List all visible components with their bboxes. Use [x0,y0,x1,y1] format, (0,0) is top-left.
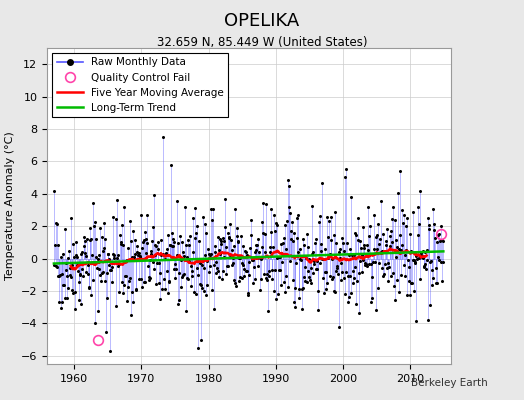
Text: Berkeley Earth: Berkeley Earth [411,378,487,388]
Text: 32.659 N, 85.449 W (United States): 32.659 N, 85.449 W (United States) [157,36,367,49]
Legend: Raw Monthly Data, Quality Control Fail, Five Year Moving Average, Long-Term Tren: Raw Monthly Data, Quality Control Fail, … [52,53,228,117]
Text: OPELIKA: OPELIKA [224,12,300,30]
Y-axis label: Temperature Anomaly (°C): Temperature Anomaly (°C) [5,132,15,280]
